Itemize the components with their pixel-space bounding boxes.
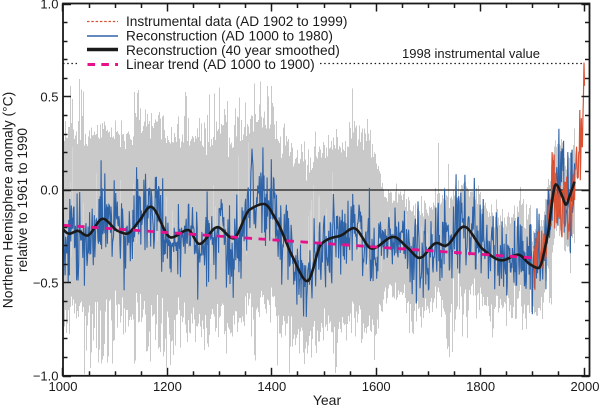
svg-text:1.0: 1.0 (40, 0, 58, 12)
svg-text:1800: 1800 (466, 379, 495, 394)
svg-text:Northern Hemisphere anomaly (°: Northern Hemisphere anomaly (°C) (1, 92, 16, 308)
svg-text:relative to 1961 to 1990: relative to 1961 to 1990 (15, 128, 30, 273)
svg-text:2000: 2000 (571, 379, 600, 394)
svg-text:−0.5: −0.5 (33, 276, 59, 291)
svg-text:Reconstruction (40 year smooth: Reconstruction (40 year smoothed) (126, 43, 340, 58)
svg-text:Linear trend (AD 1000 to 1900): Linear trend (AD 1000 to 1900) (126, 57, 315, 72)
svg-text:0.0: 0.0 (40, 183, 58, 198)
svg-text:Year: Year (313, 392, 342, 408)
svg-text:−1.0: −1.0 (33, 369, 59, 384)
svg-text:1000: 1000 (49, 379, 78, 394)
svg-text:0.5: 0.5 (40, 90, 58, 105)
svg-text:1200: 1200 (153, 379, 182, 394)
svg-text:1998 instrumental value: 1998 instrumental value (402, 46, 540, 61)
svg-text:Reconstruction (AD 1000 to 198: Reconstruction (AD 1000 to 1980) (126, 29, 333, 44)
svg-text:1400: 1400 (257, 379, 286, 394)
svg-text:1600: 1600 (362, 379, 391, 394)
svg-text:Instrumental data (AD 1902 to: Instrumental data (AD 1902 to 1999) (126, 14, 347, 29)
